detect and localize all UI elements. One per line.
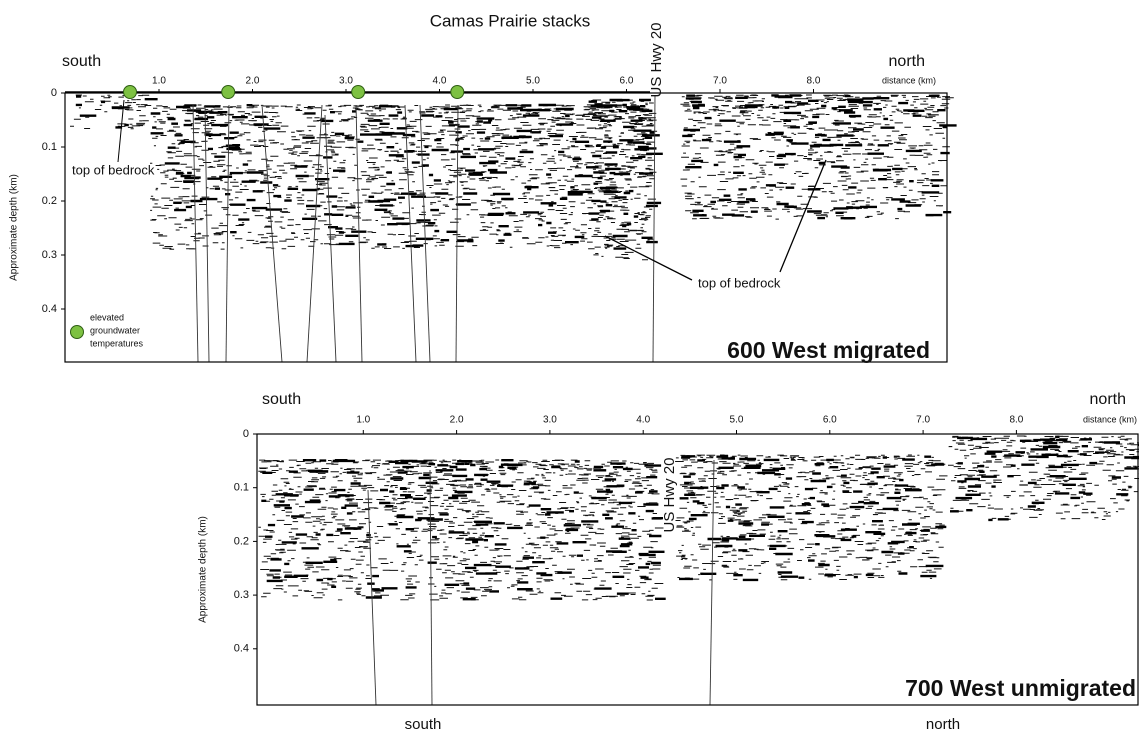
fault-line xyxy=(429,469,433,706)
y-tick-label: 0.2 xyxy=(234,535,249,547)
x-tick-label: 2.0 xyxy=(450,415,464,426)
fault-line xyxy=(261,104,283,363)
section-name: 600 West migrated xyxy=(727,337,930,363)
y-tick-label: 0.1 xyxy=(42,141,57,153)
bottom-label: south xyxy=(405,716,442,733)
x-tick-label: 4.0 xyxy=(636,415,650,426)
x-tick-label: 3.0 xyxy=(339,76,353,87)
annotation-arrow xyxy=(117,99,125,163)
legend-marker xyxy=(70,325,84,339)
x-tick-label: 1.0 xyxy=(152,76,166,87)
x-tick-label: 5.0 xyxy=(730,415,744,426)
right-label: north xyxy=(1090,391,1126,408)
x-axis-label: distance (km) xyxy=(882,75,936,85)
fault-line xyxy=(355,104,363,363)
groundwater-site xyxy=(221,85,236,99)
annotation-arrow xyxy=(779,159,827,273)
right-label: north xyxy=(889,53,925,70)
x-tick-label: 8.0 xyxy=(1009,415,1023,426)
fault-line xyxy=(367,489,377,706)
section-name: 700 West unmigrated xyxy=(905,675,1136,701)
left-label: south xyxy=(62,53,101,70)
y-tick-label: 0 xyxy=(243,428,249,440)
x-tick-label: 6.0 xyxy=(620,76,634,87)
y-tick-label: 0.1 xyxy=(234,482,249,494)
x-tick-label: 8.0 xyxy=(807,76,821,87)
x-axis-label: distance (km) xyxy=(1083,414,1137,424)
y-tick-label: 0.2 xyxy=(42,195,57,207)
fault-line xyxy=(652,94,656,363)
y-tick-label: 0.4 xyxy=(42,303,57,315)
x-tick-label: 7.0 xyxy=(916,415,930,426)
annotation: top of bedrock xyxy=(698,275,781,290)
seismic-reflector xyxy=(75,94,957,250)
fault-line xyxy=(225,104,230,363)
road-label: US Hwy 20 xyxy=(661,457,678,532)
annotation: top of bedrock xyxy=(72,162,155,177)
groundwater-site xyxy=(450,85,465,99)
road-label: US Hwy 20 xyxy=(648,22,665,97)
bottom-label: north xyxy=(926,716,960,733)
groundwater-site xyxy=(123,85,138,99)
fault-line xyxy=(709,459,715,706)
x-tick-label: 2.0 xyxy=(246,76,260,87)
legend-text: elevated xyxy=(90,312,124,322)
y-tick-label: 0.4 xyxy=(234,643,249,655)
x-tick-label: 6.0 xyxy=(823,415,837,426)
figure-title: Camas Prairie stacks xyxy=(430,11,591,30)
x-tick-label: 7.0 xyxy=(713,76,727,87)
y-tick-label: 0.3 xyxy=(42,249,57,261)
fault-line xyxy=(306,104,323,363)
x-tick-label: 5.0 xyxy=(526,76,540,87)
y-tick-label: 0.3 xyxy=(234,589,249,601)
axes-frame xyxy=(64,92,948,363)
left-label: south xyxy=(262,391,301,408)
legend-text: groundwater xyxy=(90,325,140,335)
fault-line xyxy=(404,104,417,363)
axes-frame xyxy=(256,433,1139,706)
fault-line xyxy=(192,104,199,363)
fault-line xyxy=(419,104,431,363)
legend-text: temperatures xyxy=(90,338,144,348)
y-axis-label: Approximate depth (km) xyxy=(9,174,20,281)
annotation-arrow xyxy=(604,235,693,281)
y-tick-label: 0 xyxy=(51,87,57,99)
y-axis-label: Approximate depth (km) xyxy=(198,516,209,623)
x-tick-label: 4.0 xyxy=(433,76,447,87)
fault-line xyxy=(324,114,337,363)
x-tick-label: 3.0 xyxy=(543,415,557,426)
fault-line xyxy=(204,104,210,363)
fault-line xyxy=(455,104,459,363)
x-tick-label: 1.0 xyxy=(356,415,370,426)
seismic-reflector xyxy=(261,435,1139,601)
groundwater-site xyxy=(351,85,366,99)
